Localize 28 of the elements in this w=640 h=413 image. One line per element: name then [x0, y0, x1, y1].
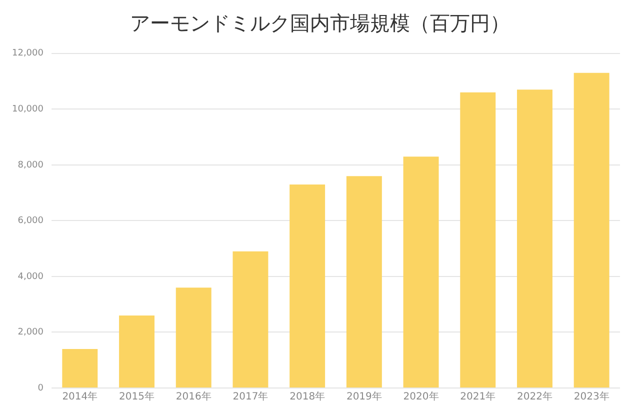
y-tick-label: 0 — [38, 383, 44, 394]
bar — [403, 156, 439, 388]
bar — [290, 184, 326, 388]
x-tick-label: 2020年 — [403, 390, 439, 403]
bar — [346, 176, 382, 388]
y-tick-label: 8,000 — [18, 160, 44, 170]
y-tick-label: 12,000 — [12, 48, 44, 59]
bar — [62, 348, 98, 388]
x-tick-label: 2014年 — [62, 390, 98, 403]
bar — [176, 288, 212, 388]
x-tick-label: 2023年 — [574, 390, 610, 403]
x-tick-label: 2016年 — [176, 390, 212, 403]
y-tick-label: 2,000 — [18, 328, 44, 338]
y-tick-label: 6,000 — [18, 216, 44, 226]
x-tick-label: 2022年 — [516, 390, 552, 403]
chart-title: アーモンドミルク国内市場規模（百万円） — [129, 10, 511, 37]
bar — [574, 72, 610, 388]
x-tick-label: 2021年 — [460, 390, 496, 403]
bar — [119, 316, 155, 388]
x-tick-label: 2018年 — [290, 390, 326, 403]
x-tick-label: 2017年 — [232, 390, 268, 403]
bar — [460, 92, 496, 388]
bar — [232, 251, 268, 388]
x-tick-label: 2015年 — [119, 390, 154, 403]
y-tick-label: 10,000 — [12, 104, 44, 115]
x-tick-label: 2019年 — [346, 390, 382, 403]
bar — [516, 90, 552, 388]
y-tick-label: 4,000 — [18, 272, 44, 282]
